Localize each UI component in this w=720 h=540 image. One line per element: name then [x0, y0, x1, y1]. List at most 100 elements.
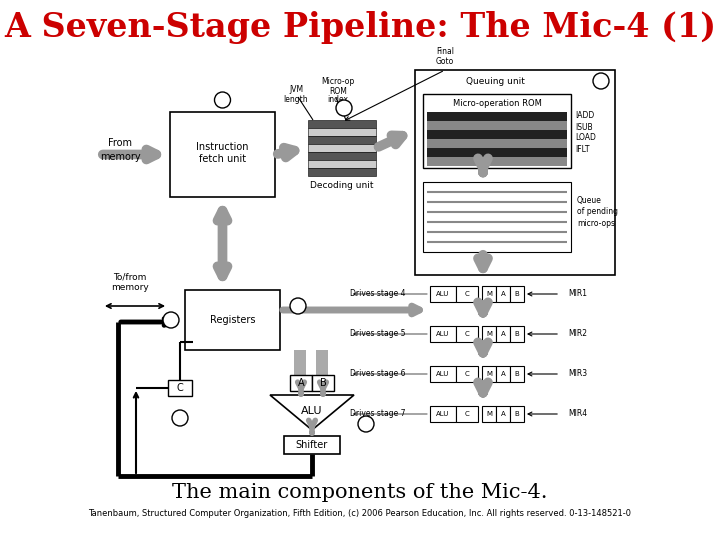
- Text: 3: 3: [598, 76, 604, 86]
- Text: C: C: [464, 291, 469, 297]
- Text: Micro-operation ROM: Micro-operation ROM: [453, 98, 541, 107]
- Text: index: index: [328, 96, 348, 105]
- Text: ALU: ALU: [436, 291, 450, 297]
- Bar: [427, 139, 567, 148]
- Text: To/from: To/from: [113, 273, 147, 281]
- Bar: [430, 326, 456, 342]
- Text: C: C: [464, 411, 469, 417]
- Bar: [308, 144, 376, 152]
- Text: length: length: [284, 94, 308, 104]
- Text: LOAD: LOAD: [575, 133, 596, 143]
- Text: Shifter: Shifter: [296, 440, 328, 450]
- Text: B: B: [515, 291, 519, 297]
- Bar: [496, 286, 510, 302]
- Bar: [456, 406, 478, 422]
- Text: Queuing unit: Queuing unit: [466, 77, 524, 85]
- Text: A: A: [500, 331, 505, 337]
- Text: M: M: [486, 411, 492, 417]
- Bar: [308, 152, 376, 160]
- Bar: [430, 366, 456, 382]
- Bar: [290, 375, 312, 391]
- Text: C: C: [464, 371, 469, 377]
- Circle shape: [163, 312, 179, 328]
- Text: MIR2: MIR2: [568, 329, 587, 339]
- Text: A: A: [297, 378, 305, 388]
- Text: Micro-op: Micro-op: [321, 78, 355, 86]
- Text: Tanenbaum, Structured Computer Organization, Fifth Edition, (c) 2006 Pearson Edu: Tanenbaum, Structured Computer Organizat…: [89, 510, 631, 518]
- Bar: [316, 350, 328, 375]
- Text: A: A: [500, 371, 505, 377]
- Bar: [430, 286, 456, 302]
- Bar: [308, 168, 376, 176]
- Circle shape: [593, 73, 609, 89]
- Bar: [496, 326, 510, 342]
- Text: 3: 3: [177, 413, 183, 423]
- Text: micro-ops: micro-ops: [577, 219, 615, 228]
- Text: B: B: [515, 371, 519, 377]
- Text: MIR3: MIR3: [568, 369, 587, 379]
- Text: Queue: Queue: [577, 195, 602, 205]
- Text: M: M: [486, 371, 492, 377]
- Bar: [312, 375, 334, 391]
- Text: JVM: JVM: [289, 85, 303, 94]
- Bar: [510, 286, 524, 302]
- Bar: [482, 406, 496, 422]
- Text: Decoding unit: Decoding unit: [310, 181, 374, 191]
- Text: ROM: ROM: [329, 86, 347, 96]
- Text: ISUB: ISUB: [575, 123, 593, 132]
- Bar: [482, 326, 496, 342]
- Bar: [294, 350, 306, 375]
- Bar: [427, 130, 567, 139]
- Text: C: C: [176, 383, 184, 393]
- Text: ALU: ALU: [301, 406, 323, 416]
- Text: B: B: [515, 411, 519, 417]
- Bar: [308, 136, 376, 144]
- Text: MIR4: MIR4: [568, 409, 587, 418]
- Text: of pending: of pending: [577, 207, 618, 217]
- Circle shape: [172, 410, 188, 426]
- Bar: [482, 366, 496, 382]
- Text: M: M: [486, 291, 492, 297]
- Bar: [430, 406, 456, 422]
- Polygon shape: [270, 395, 354, 430]
- Text: B: B: [320, 378, 326, 388]
- Text: Drives stage 7: Drives stage 7: [350, 409, 405, 418]
- Bar: [427, 121, 567, 130]
- Text: B: B: [515, 331, 519, 337]
- Text: Final: Final: [436, 48, 454, 57]
- Circle shape: [336, 100, 352, 116]
- Text: IFLT: IFLT: [575, 145, 590, 153]
- Bar: [456, 286, 478, 302]
- Bar: [427, 148, 567, 157]
- Text: ALU: ALU: [436, 411, 450, 417]
- Text: A Seven-Stage Pipeline: The Mic-4 (1): A Seven-Stage Pipeline: The Mic-4 (1): [4, 11, 716, 44]
- Bar: [415, 70, 615, 275]
- Text: Drives stage 5: Drives stage 5: [350, 329, 405, 339]
- Text: Instruction: Instruction: [197, 143, 248, 152]
- Text: A: A: [500, 411, 505, 417]
- Text: ALU: ALU: [436, 371, 450, 377]
- Bar: [185, 290, 280, 350]
- Bar: [496, 366, 510, 382]
- Text: From: From: [108, 138, 132, 149]
- Text: 7: 7: [168, 315, 174, 325]
- Bar: [427, 112, 567, 121]
- Text: Drives stage 6: Drives stage 6: [350, 369, 405, 379]
- Text: ALU: ALU: [436, 331, 450, 337]
- Bar: [308, 160, 376, 168]
- Bar: [284, 436, 340, 454]
- Text: Goto: Goto: [436, 57, 454, 66]
- Text: 1: 1: [220, 95, 225, 105]
- Bar: [168, 380, 192, 396]
- Text: IADD: IADD: [575, 111, 594, 120]
- Bar: [456, 366, 478, 382]
- Bar: [423, 182, 571, 252]
- Text: 4: 4: [295, 301, 301, 311]
- Text: A: A: [500, 291, 505, 297]
- Text: MIR1: MIR1: [568, 289, 587, 299]
- Text: M: M: [486, 331, 492, 337]
- Bar: [482, 286, 496, 302]
- Bar: [308, 120, 376, 128]
- Text: fetch unit: fetch unit: [199, 154, 246, 165]
- Bar: [510, 406, 524, 422]
